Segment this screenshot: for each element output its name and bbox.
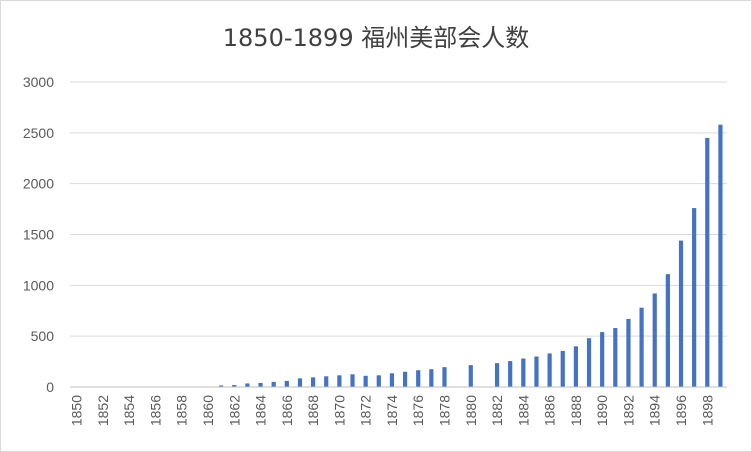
x-tick-label: 1850 — [69, 395, 85, 426]
bar — [494, 363, 500, 387]
bar — [337, 375, 342, 387]
x-tick-label: 1854 — [121, 395, 137, 426]
bar — [429, 369, 434, 387]
x-tick-label: 1862 — [226, 395, 242, 426]
x-tick-label: 1870 — [331, 395, 347, 426]
bar — [521, 358, 526, 387]
bar — [560, 350, 565, 387]
bar — [678, 240, 684, 387]
y-tick-label: 0 — [46, 379, 54, 395]
x-tick-label: 1898 — [699, 395, 715, 426]
bar — [442, 367, 447, 387]
bar — [468, 365, 473, 387]
bar — [363, 375, 368, 387]
x-tick-label: 1856 — [147, 395, 163, 426]
bar — [310, 377, 316, 387]
chart-title: 1850-1899 福州美部会人数 — [222, 24, 530, 52]
bar — [324, 376, 329, 387]
bar — [219, 385, 224, 387]
x-tick-label: 1896 — [673, 395, 689, 426]
bar — [626, 318, 631, 387]
x-tick-label: 1884 — [515, 395, 531, 426]
bar — [416, 370, 421, 387]
bar — [258, 382, 263, 387]
bar — [245, 383, 250, 387]
bar — [534, 356, 539, 387]
bar — [402, 371, 408, 387]
x-tick-label: 1888 — [568, 395, 584, 426]
bar — [639, 307, 644, 387]
bar — [508, 361, 513, 387]
x-tick-label: 1858 — [174, 395, 190, 426]
x-tick-label: 1886 — [542, 395, 558, 426]
y-tick-label: 1500 — [23, 227, 54, 243]
bar — [389, 373, 395, 387]
x-tick-label: 1872 — [358, 395, 374, 426]
bar — [692, 208, 697, 387]
bar — [718, 124, 723, 387]
x-tick-label: 1860 — [200, 395, 216, 426]
x-tick-label: 1894 — [647, 395, 663, 426]
bar — [600, 332, 605, 387]
x-tick-label: 1864 — [253, 395, 269, 426]
x-tick-label: 1866 — [279, 395, 295, 426]
bar — [232, 384, 237, 387]
bar — [586, 338, 592, 387]
x-tick-label: 1868 — [305, 395, 321, 426]
bar — [652, 293, 657, 387]
bar — [573, 346, 578, 387]
y-tick-label: 3000 — [23, 74, 54, 90]
x-tick-label: 1890 — [594, 395, 610, 426]
bar — [376, 375, 381, 387]
y-tick-label: 1000 — [23, 277, 54, 293]
x-tick-label: 1880 — [463, 395, 479, 426]
x-tick-label: 1878 — [436, 395, 452, 426]
bar — [297, 378, 303, 387]
x-tick-label: 1882 — [489, 395, 505, 426]
bar — [350, 374, 355, 387]
x-tick-label: 1852 — [95, 395, 111, 426]
bar — [613, 328, 618, 387]
x-tick-label: 1876 — [410, 395, 426, 426]
y-tick-label: 2000 — [23, 176, 54, 192]
bar — [547, 353, 552, 387]
bar — [271, 381, 276, 387]
y-tick-label: 2500 — [23, 125, 54, 141]
x-tick-label: 1874 — [384, 395, 400, 426]
y-tick-label: 500 — [31, 328, 55, 344]
bar — [284, 380, 289, 387]
bar — [705, 137, 710, 387]
bar — [665, 274, 670, 387]
x-tick-label: 1892 — [620, 395, 636, 426]
